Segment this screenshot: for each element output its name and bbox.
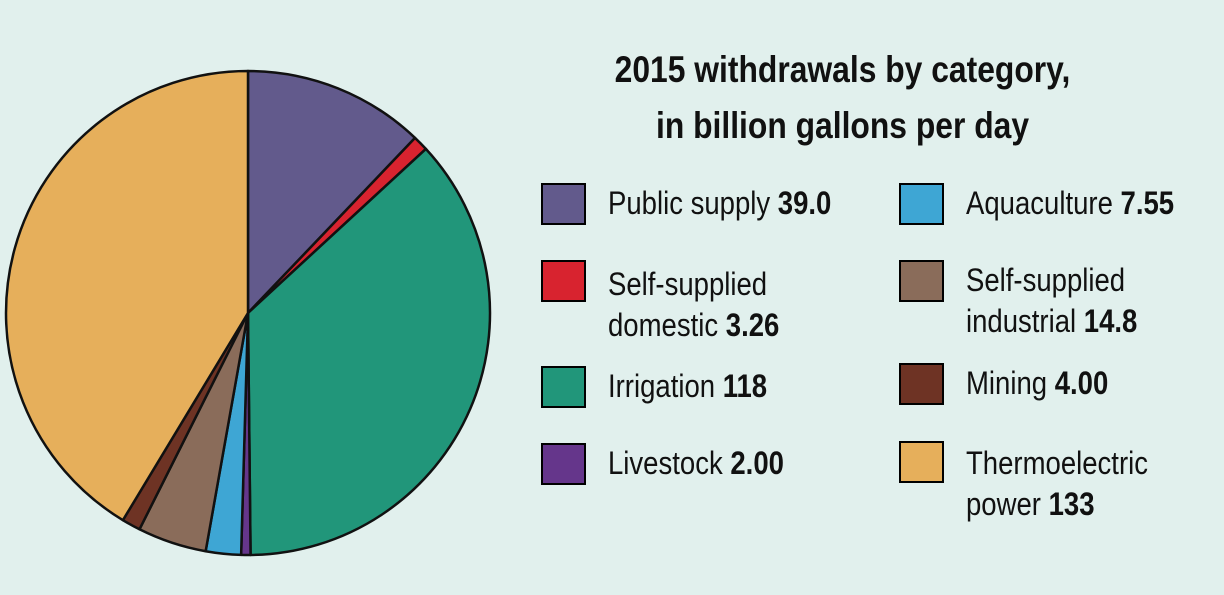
chart-subtitle: in billion gallons per day xyxy=(655,105,1030,146)
legend-swatch-public-supply xyxy=(541,183,586,225)
legend-swatch-self-supplied-domestic xyxy=(541,260,586,302)
legend-label-self-supplied-industrial: Self-supplied industrial 14.8 xyxy=(966,262,1138,339)
legend-item-self-supplied-industrial: Self-supplied industrial 14.8 xyxy=(899,260,1165,342)
legend-swatch-mining xyxy=(899,363,944,405)
legend-swatch-thermoelectric-power xyxy=(899,441,944,483)
legend-swatch-aquaculture xyxy=(899,183,944,225)
chart-title: 2015 withdrawals by category, xyxy=(614,49,1071,90)
legend-item-thermoelectric-power: Thermoelectric power 133 xyxy=(899,441,1178,525)
legend-item-livestock: Livestock 2.00 xyxy=(541,443,813,485)
legend-label-public-supply: Public supply 39.0 xyxy=(608,185,832,221)
legend-label-aquaculture: Aquaculture 7.55 xyxy=(966,185,1175,221)
legend-label-irrigation: Irrigation 118 xyxy=(608,368,768,404)
legend-item-aquaculture: Aquaculture 7.55 xyxy=(899,183,1208,225)
pie-slice-public-supply xyxy=(246,69,417,315)
legend-swatch-irrigation xyxy=(541,366,586,408)
legend-label-livestock: Livestock 2.00 xyxy=(608,445,784,481)
legend-item-public-supply: Public supply 39.0 xyxy=(541,183,868,225)
legend-item-self-supplied-domestic: Self-supplied domestic 3.26 xyxy=(541,260,807,346)
legend-label-mining: Mining 4.00 xyxy=(966,365,1109,401)
pie-chart xyxy=(4,69,492,557)
legend-label-self-supplied-domestic: Self-supplied domestic 3.26 xyxy=(608,266,780,343)
pie-slice-irrigation xyxy=(246,147,492,557)
legend-item-irrigation: Irrigation 118 xyxy=(541,366,793,408)
pie-slice-thermoelectric-power xyxy=(4,69,250,522)
chart-title-block: 2015 withdrawals by category, in billion… xyxy=(574,42,1112,154)
legend-item-mining: Mining 4.00 xyxy=(899,363,1131,405)
legend-label-thermoelectric-power: Thermoelectric power 133 xyxy=(966,445,1148,522)
legend-swatch-livestock xyxy=(541,443,586,485)
legend-swatch-self-supplied-industrial xyxy=(899,260,944,302)
